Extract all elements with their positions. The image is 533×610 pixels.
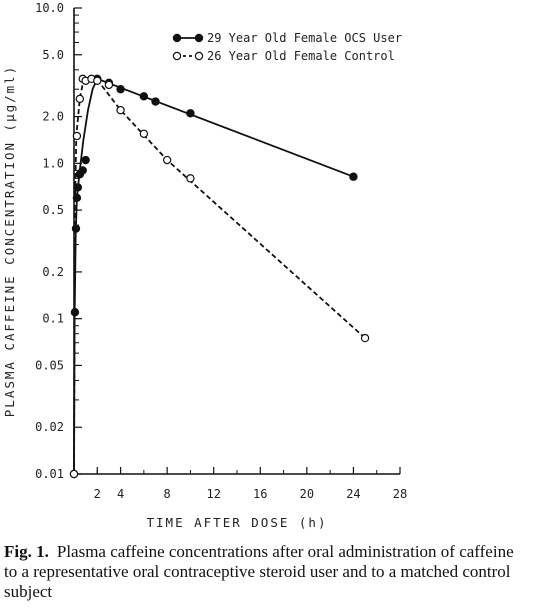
x-axis-title: TIME AFTER DOSE (h) [147, 515, 328, 530]
data-point-open [72, 131, 82, 141]
y-tick-label: 0.2 [42, 265, 64, 279]
y-tick-label: 2.0 [42, 110, 64, 124]
y-tick-label: 0.1 [42, 312, 64, 326]
x-tick-label: 16 [253, 487, 267, 501]
axes-layer: 0.010.020.050.10.20.51.02.05.010.02 4 8 12 1… [35, 1, 407, 501]
legend-marker-filled [172, 33, 182, 43]
series-layer [69, 74, 370, 479]
y-tick-label: 0.02 [35, 420, 64, 434]
y-tick-label: 1.0 [42, 156, 64, 170]
caption-label: Fig. 1. [4, 542, 49, 561]
legend-label-1: 29 Year Old Female OCS User [207, 31, 402, 45]
data-point-filled [71, 224, 81, 233]
x-tick-label: 4 [117, 487, 124, 501]
y-tick-label: 10.0 [35, 1, 64, 15]
data-point-open [104, 80, 114, 90]
data-point-open [116, 105, 125, 115]
y-tick-label: 0.5 [42, 203, 64, 217]
data-point-open [75, 94, 85, 104]
data-point-open [186, 174, 195, 183]
y-tick-label: 5.0 [42, 48, 64, 62]
data-point-filled [116, 85, 125, 94]
legend: 29 Year Old Female OCS User 26 Year Old F… [172, 31, 402, 63]
legend-marker-filled [194, 33, 204, 43]
y-axis-title: PLASMA CAFFEINE CONCENTRATION (μg/ml) [2, 65, 17, 417]
data-point-filled [81, 155, 90, 165]
caffeine-chart: 0.010.020.050.10.20.51.02.05.010.02 4 8 12 1… [2, 1, 407, 530]
figure-caption: Fig. 1. Plasma caffeine concentrations af… [4, 542, 530, 602]
x-tick-label: 20 [300, 487, 314, 501]
data-point-filled [186, 109, 195, 118]
series-line-2 [73, 77, 366, 475]
series-line-1 [73, 77, 354, 475]
x-tick-label: 2 [94, 487, 101, 501]
legend-marker-open [194, 51, 204, 61]
legend-marker-open [172, 51, 182, 61]
x-tick-label: 24 [346, 487, 360, 501]
x-tick-label: 12 [206, 487, 220, 501]
data-point-open [93, 76, 102, 85]
y-tick-label: 0.05 [35, 358, 64, 372]
data-point-filled [78, 166, 87, 175]
data-point-filled [151, 97, 160, 106]
data-point-filled [349, 172, 358, 181]
x-tick-label: 8 [164, 487, 171, 501]
data-point-open [139, 129, 149, 138]
caption-text: Plasma caffeine concentrations after ora… [4, 542, 514, 601]
data-point-open [360, 333, 370, 343]
y-tick-label: 0.01 [35, 467, 64, 481]
data-point-filled [139, 92, 149, 101]
data-point-open [69, 469, 79, 479]
legend-label-2: 26 Year Old Female Control [207, 49, 395, 63]
x-tick-label: 28 [393, 487, 407, 501]
data-point-open [162, 155, 172, 165]
